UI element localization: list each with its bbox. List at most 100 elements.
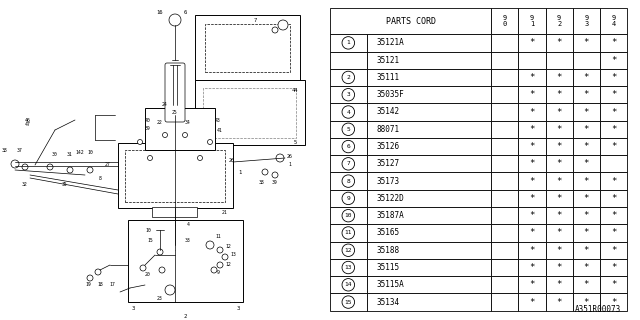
Bar	[600, 155, 627, 172]
Text: 40: 40	[145, 117, 151, 123]
Bar	[367, 190, 492, 207]
Circle shape	[207, 140, 212, 145]
Bar	[152, 207, 197, 217]
Text: 35165: 35165	[376, 228, 400, 237]
Bar	[367, 103, 492, 121]
Circle shape	[342, 175, 355, 187]
Bar	[573, 138, 600, 155]
Bar	[330, 172, 367, 190]
Text: 21: 21	[222, 210, 228, 214]
Circle shape	[278, 20, 288, 30]
Text: 35122D: 35122D	[376, 194, 404, 203]
Text: 35188: 35188	[376, 246, 400, 255]
Text: 35121: 35121	[376, 56, 400, 65]
Bar	[195, 80, 305, 145]
Text: 3: 3	[131, 306, 134, 310]
Bar	[330, 155, 367, 172]
Text: 35: 35	[62, 182, 68, 188]
Bar	[546, 103, 573, 121]
Text: *: *	[529, 142, 535, 151]
Bar	[518, 34, 546, 52]
Circle shape	[222, 254, 228, 260]
Text: 15: 15	[147, 237, 153, 243]
Text: 38: 38	[2, 148, 8, 153]
Bar	[492, 259, 518, 276]
Text: *: *	[611, 142, 616, 151]
Circle shape	[262, 169, 268, 175]
Text: *: *	[529, 108, 535, 116]
Bar	[330, 121, 367, 138]
Bar	[573, 103, 600, 121]
Text: 35115: 35115	[376, 263, 400, 272]
Circle shape	[163, 132, 168, 138]
Circle shape	[217, 247, 223, 253]
Text: 10: 10	[145, 228, 151, 233]
Text: *: *	[584, 194, 589, 203]
Text: *: *	[557, 298, 562, 307]
Text: *: *	[584, 228, 589, 237]
Bar	[573, 293, 600, 311]
Bar	[518, 276, 546, 293]
Circle shape	[342, 210, 355, 222]
Bar	[492, 172, 518, 190]
Text: 14: 14	[344, 282, 352, 287]
Text: *: *	[529, 38, 535, 47]
Bar	[367, 69, 492, 86]
Text: 17: 17	[109, 282, 115, 286]
Text: *: *	[557, 90, 562, 99]
Bar	[367, 34, 492, 52]
Text: 8: 8	[346, 179, 350, 184]
Bar	[600, 138, 627, 155]
Circle shape	[342, 158, 355, 170]
Bar	[492, 155, 518, 172]
Text: PARTS CORD: PARTS CORD	[385, 17, 436, 26]
Text: *: *	[529, 73, 535, 82]
Bar	[195, 15, 300, 80]
Bar	[492, 276, 518, 293]
Circle shape	[11, 160, 19, 168]
Bar	[546, 86, 573, 103]
Circle shape	[342, 89, 355, 101]
Bar	[492, 293, 518, 311]
Text: 35111: 35111	[376, 73, 400, 82]
Text: *: *	[611, 73, 616, 82]
Bar	[367, 242, 492, 259]
Text: 11: 11	[215, 235, 221, 239]
Text: 9
0: 9 0	[503, 15, 507, 28]
Bar	[518, 172, 546, 190]
Bar	[600, 259, 627, 276]
Text: A351R00073: A351R00073	[575, 305, 621, 314]
Bar	[518, 86, 546, 103]
Bar	[518, 224, 546, 242]
Text: *: *	[611, 90, 616, 99]
Text: 13: 13	[344, 265, 352, 270]
Bar	[546, 259, 573, 276]
Bar	[546, 52, 573, 69]
Text: *: *	[557, 108, 562, 116]
Bar	[330, 86, 367, 103]
Text: 7: 7	[253, 18, 257, 22]
Text: 35115A: 35115A	[376, 280, 404, 289]
Bar	[330, 293, 367, 311]
Circle shape	[47, 164, 53, 170]
Bar	[367, 121, 492, 138]
Text: 23: 23	[157, 295, 163, 300]
Text: 35035F: 35035F	[376, 90, 404, 99]
Text: *: *	[611, 125, 616, 134]
Bar	[205, 24, 290, 72]
Circle shape	[147, 156, 152, 161]
Circle shape	[342, 296, 355, 308]
Text: 25: 25	[172, 109, 178, 115]
Bar	[518, 8, 546, 34]
Bar	[492, 34, 518, 52]
Text: 31: 31	[67, 153, 73, 157]
Circle shape	[342, 227, 355, 239]
Bar	[600, 8, 627, 34]
Bar	[600, 86, 627, 103]
Text: 35187A: 35187A	[376, 211, 404, 220]
Text: *: *	[611, 263, 616, 272]
Circle shape	[206, 241, 214, 249]
Text: 5: 5	[346, 127, 350, 132]
Bar	[330, 242, 367, 259]
Circle shape	[182, 132, 188, 138]
